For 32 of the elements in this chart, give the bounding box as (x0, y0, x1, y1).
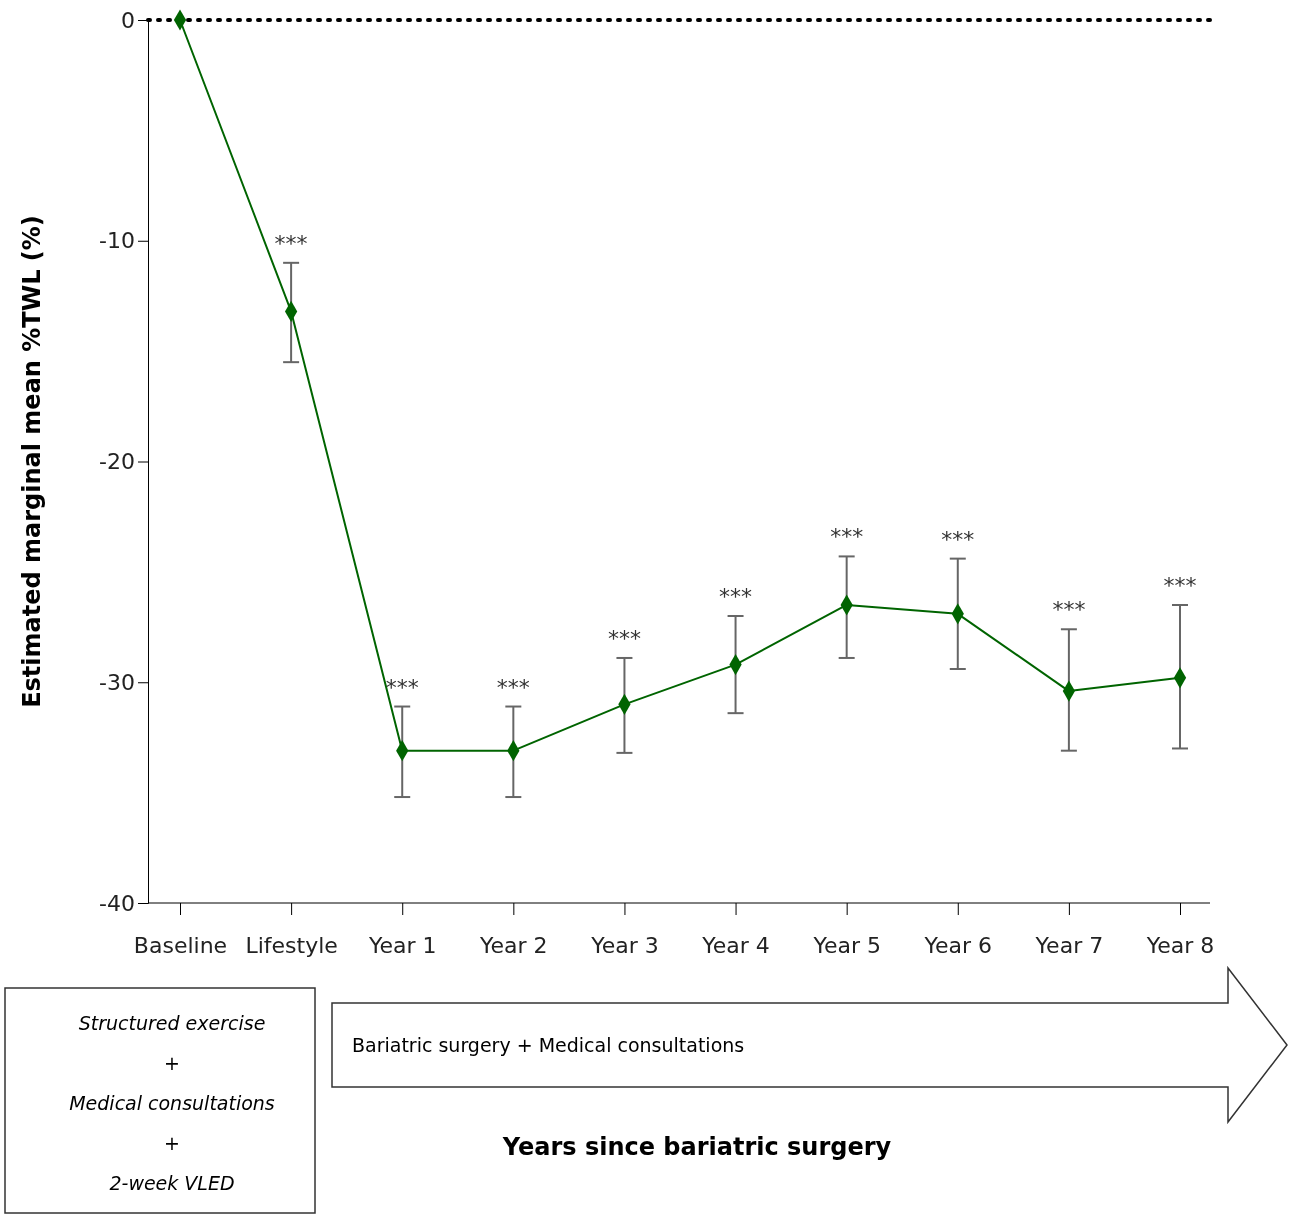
x-tick-label: Year 4 (701, 933, 770, 959)
y-tick-label: 0 (121, 7, 135, 33)
text: Structured exercise (78, 1012, 266, 1034)
annotation: *** (941, 526, 975, 552)
text: 2-week VLED (109, 1172, 235, 1194)
text: + (164, 1132, 180, 1154)
x-tick-label: Year 2 (479, 933, 548, 959)
annotation: *** (1163, 572, 1197, 598)
x-tick-label: Lifestyle (245, 933, 338, 959)
text: Medical consultations (69, 1092, 275, 1114)
annotation: *** (274, 230, 308, 256)
x-tick-label: Year 7 (1034, 933, 1104, 959)
x-tick-label: Year 5 (812, 933, 881, 959)
annotation: *** (496, 674, 530, 700)
annotation: *** (830, 524, 864, 550)
annotation: *** (607, 625, 641, 651)
x-tick-label: Year 3 (590, 933, 659, 959)
y-tick-label: -30 (99, 669, 135, 695)
y-tick-label: -20 (99, 449, 135, 475)
y-tick-label: -10 (99, 228, 135, 254)
x-tick-label: Year 1 (367, 933, 437, 959)
y-axis-title: Estimated marginal mean %TWL (%) (18, 215, 46, 708)
x-tick-label: Baseline (133, 933, 228, 959)
text: + (164, 1052, 180, 1074)
x-tick-label: Year 8 (1145, 933, 1215, 959)
y-tick-label: -40 (99, 890, 135, 916)
x-tick-label: Year 6 (923, 933, 993, 959)
annotation: *** (719, 584, 753, 610)
annotation: *** (385, 674, 419, 700)
annotation: *** (1052, 597, 1086, 623)
text: Bariatric surgery + Medical consultations (352, 1034, 745, 1056)
text: Years since bariatric surgery (501, 1133, 892, 1161)
